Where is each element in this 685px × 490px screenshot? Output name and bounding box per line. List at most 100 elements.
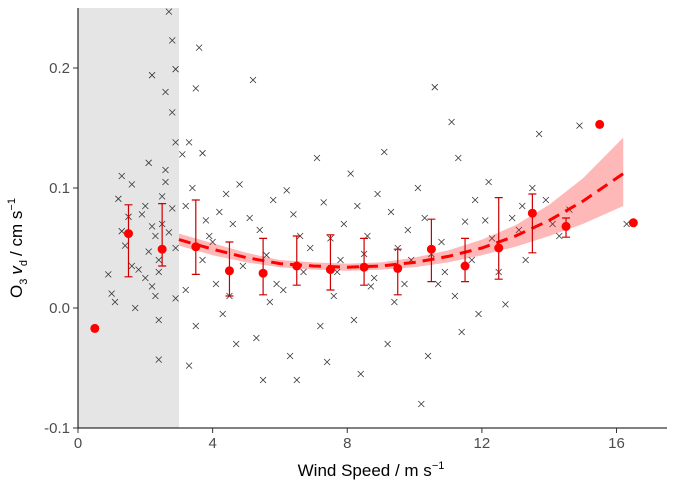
raw-point [209, 238, 216, 246]
raw-point [168, 205, 176, 212]
raw-point [340, 220, 348, 228]
raw-point [121, 242, 129, 249]
raw-point [168, 37, 176, 44]
raw-point [350, 316, 358, 324]
raw-point [145, 159, 152, 167]
x-tick-label: 16 [608, 435, 625, 452]
raw-point [293, 376, 301, 384]
fit-confidence-band [178, 137, 624, 271]
error-bar [124, 204, 133, 278]
binned-means [90, 119, 638, 333]
raw-point [556, 232, 563, 240]
mean-point [292, 261, 302, 271]
raw-point [300, 268, 307, 276]
y-axis-title-units: / cm s [7, 211, 26, 256]
raw-point [118, 172, 126, 180]
y-axis-title-v: v [7, 265, 26, 275]
raw-point [441, 268, 449, 276]
raw-point [424, 352, 432, 360]
raw-point [623, 220, 630, 228]
raw-point [142, 202, 149, 210]
raw-point [370, 274, 378, 282]
raw-point [401, 280, 408, 288]
raw-point [485, 178, 492, 186]
y-tick-label: -0.1 [44, 420, 70, 437]
raw-point [246, 214, 253, 222]
error-bar [326, 234, 335, 291]
raw-point [135, 266, 142, 273]
raw-point [158, 193, 166, 200]
x-ticks: 0 4 8 12 16 [74, 428, 625, 452]
y-axis-title-subscript-d: d [18, 260, 30, 266]
raw-point [448, 118, 455, 126]
raw-point [333, 268, 341, 276]
raw-point [236, 181, 243, 188]
raw-point [354, 202, 361, 210]
y-axis-title-subscript-3: 3 [18, 279, 30, 285]
raw-point [115, 195, 122, 203]
raw-point [168, 109, 176, 116]
raw-point [195, 44, 203, 51]
raw-point [222, 190, 230, 198]
raw-point [357, 370, 365, 378]
raw-point [172, 139, 179, 146]
raw-point [148, 223, 156, 230]
raw-point [152, 292, 159, 300]
mean-point [460, 261, 470, 271]
raw-point [189, 184, 196, 192]
x-axis-title-superscript: −1 [432, 460, 445, 472]
raw-point [212, 280, 220, 288]
raw-point [317, 322, 324, 330]
y-tick-label: 0.0 [49, 300, 70, 317]
x-axis-title-text: Wind Speed / m s [298, 461, 432, 480]
error-bar [360, 237, 369, 286]
raw-point [374, 190, 381, 198]
raw-point [155, 256, 163, 264]
y-tick-label: 0.1 [49, 180, 70, 197]
mean-point [527, 208, 537, 218]
raw-point [239, 262, 247, 270]
raw-point [273, 280, 280, 288]
mean-point [628, 218, 638, 228]
mean-point [325, 265, 335, 275]
x-tick-label: 0 [74, 435, 82, 452]
raw-point [458, 328, 465, 336]
axes: 0 4 8 12 16 -0.1 0.0 0.1 0.2 [44, 8, 667, 452]
mean-point [561, 221, 571, 231]
mean-point [595, 119, 605, 129]
raw-point [518, 202, 526, 210]
raw-point [202, 217, 210, 224]
raw-point [535, 130, 543, 138]
y-ticks: -0.1 0.0 0.1 0.2 [44, 60, 78, 437]
error-bar [292, 235, 301, 286]
raw-point [128, 181, 136, 188]
raw-point [387, 208, 395, 216]
y-tick-label: 0.2 [49, 60, 70, 77]
raw-point [148, 283, 156, 290]
raw-point [145, 248, 152, 255]
mean-point [426, 244, 436, 254]
raw-point [481, 217, 489, 224]
raw-point [162, 166, 169, 174]
raw-point [185, 362, 193, 369]
raw-point [475, 310, 482, 318]
raw-point [455, 154, 462, 162]
raw-point [105, 271, 112, 278]
raw-point [438, 238, 445, 246]
raw-points [105, 8, 630, 408]
raw-point [179, 151, 186, 158]
raw-point [172, 65, 179, 73]
raw-point [522, 256, 529, 264]
raw-point [165, 229, 173, 236]
raw-point [576, 122, 583, 129]
mean-point [90, 323, 100, 333]
raw-point [337, 256, 344, 264]
raw-point [155, 268, 163, 276]
raw-point [216, 208, 223, 216]
raw-point [471, 196, 479, 204]
raw-point [488, 235, 496, 242]
raw-point [131, 304, 139, 312]
raw-point [367, 283, 375, 290]
raw-point [118, 227, 126, 235]
raw-point [404, 226, 412, 234]
